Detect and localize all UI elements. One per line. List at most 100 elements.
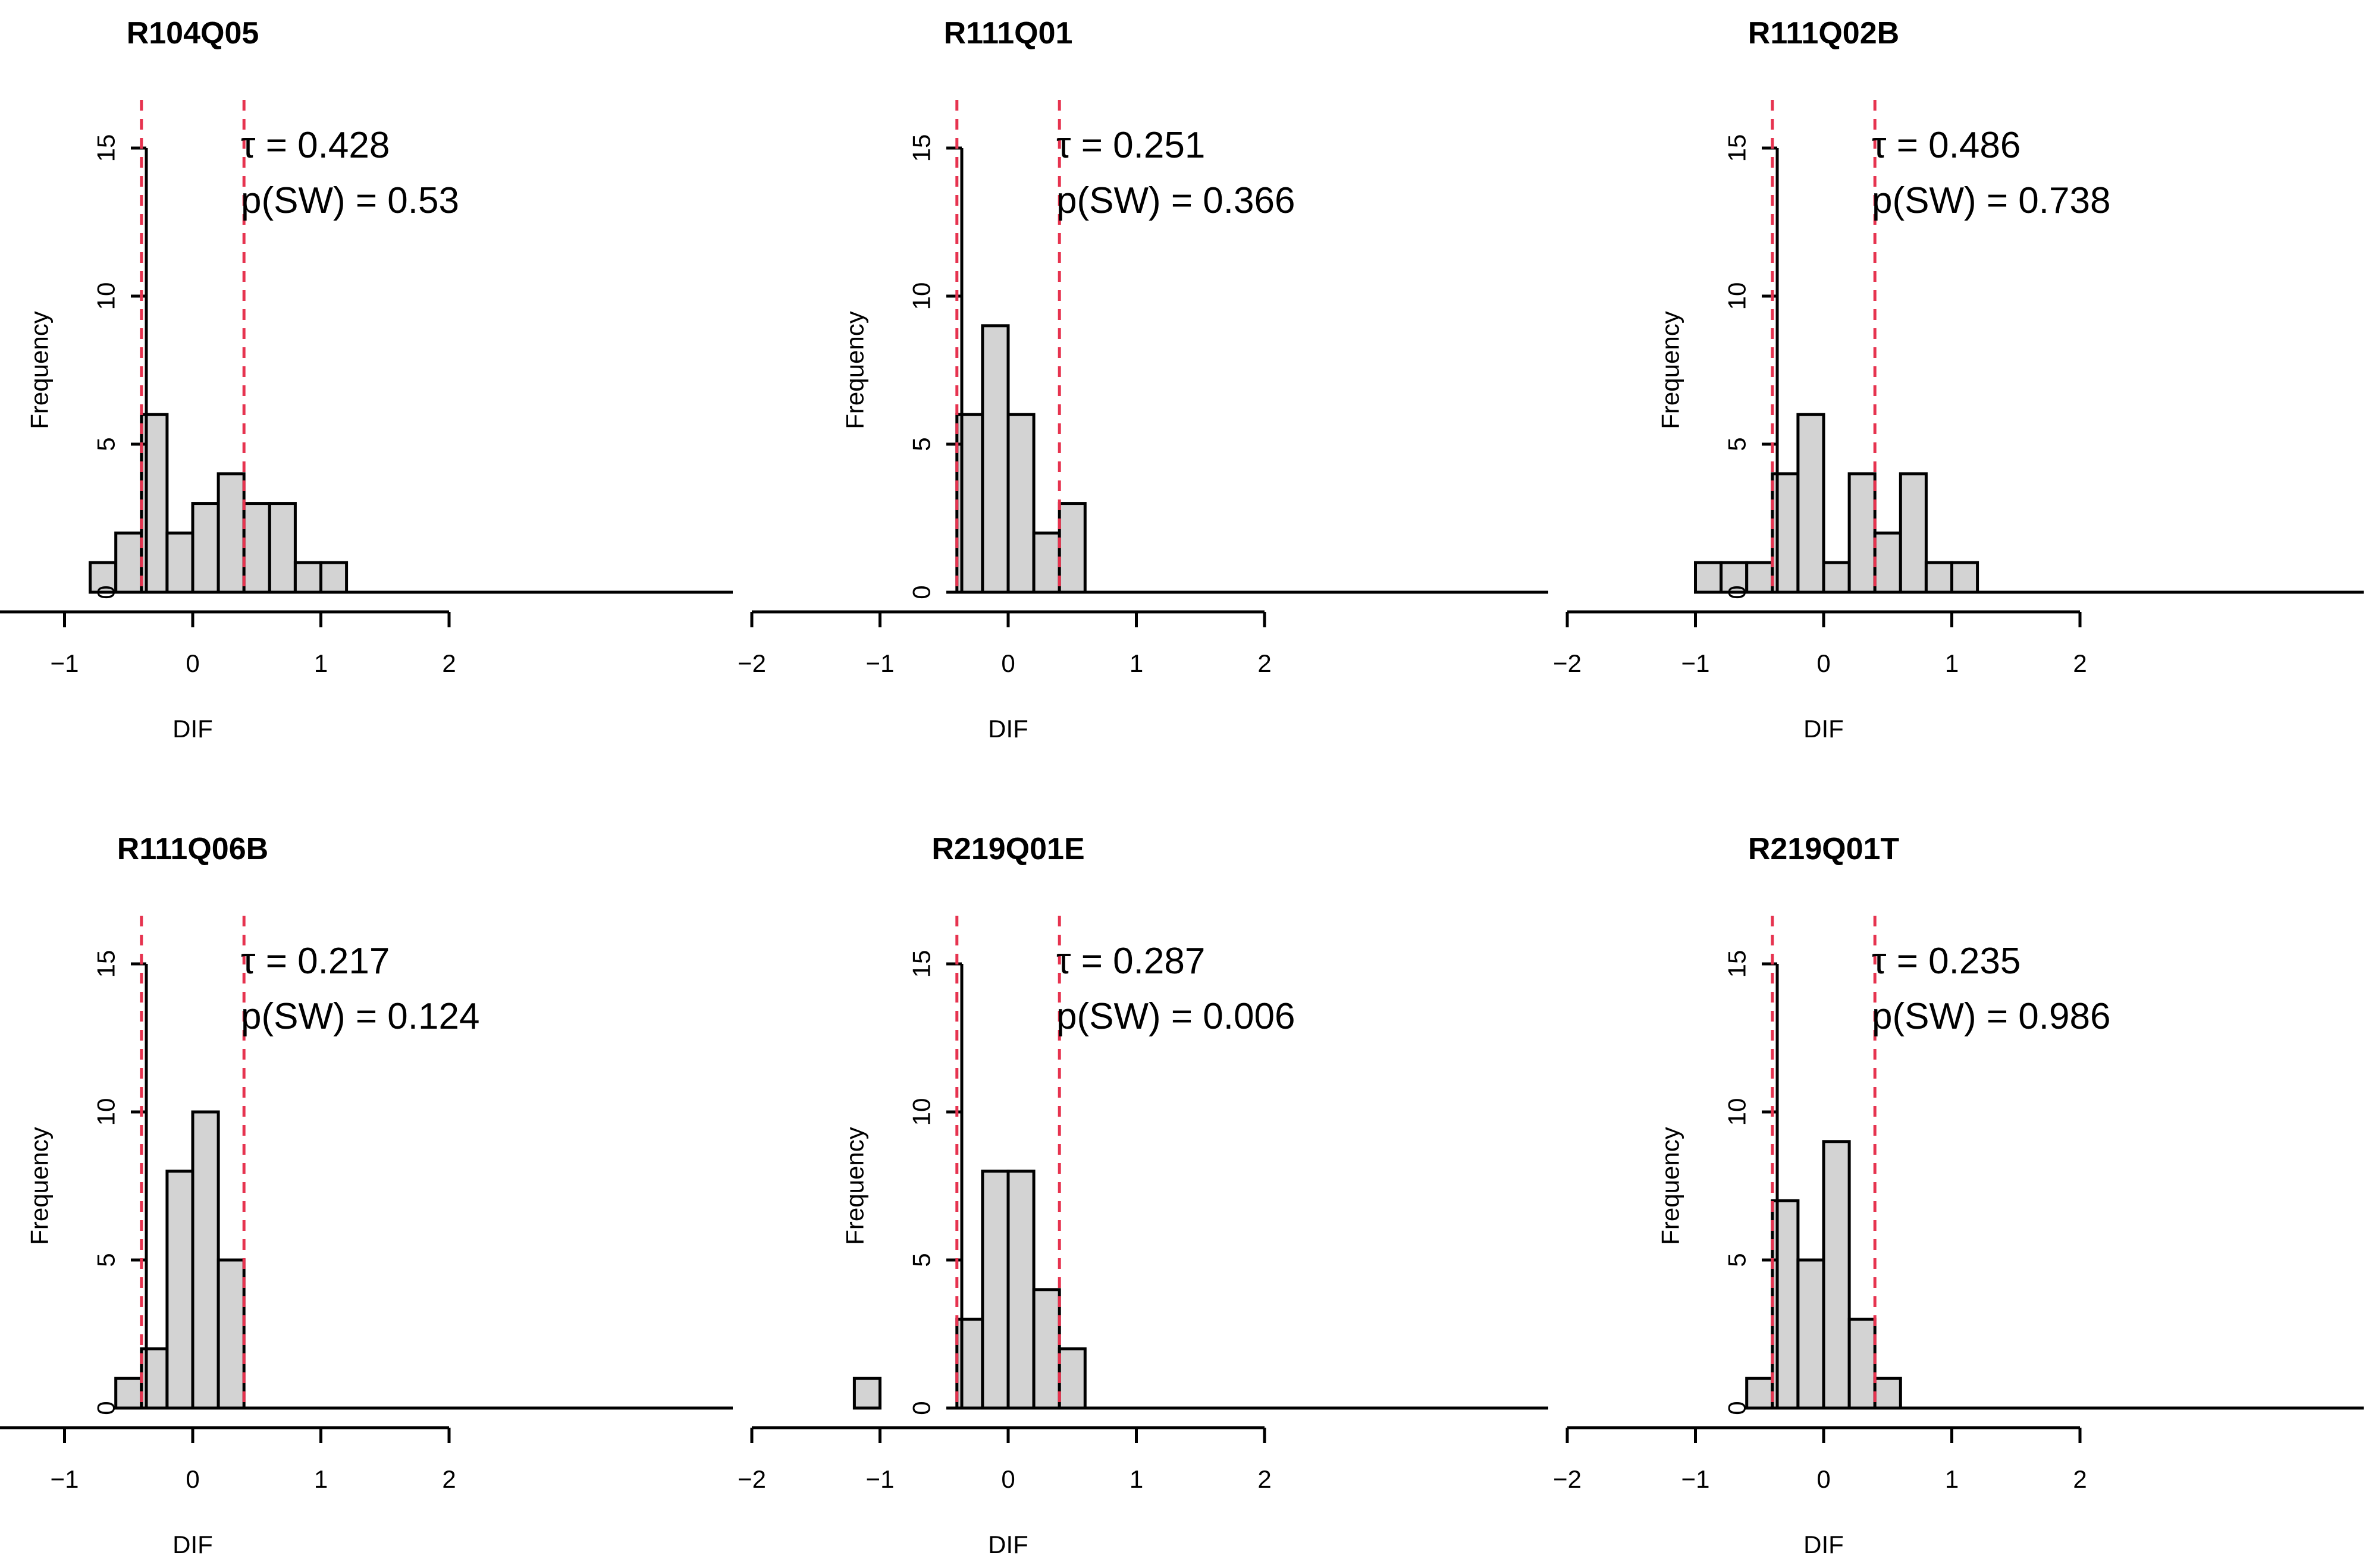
histogram-panel-r111q01: R111Q01 −2 −1 0 1 2 DIF 0 5 10 15 Frequency τ = 0.25… — [738, 16, 1548, 743]
y-axis: 0 5 10 15 — [1723, 134, 1779, 599]
x-axis: −2 −1 0 1 2 — [738, 1426, 1272, 1493]
y-axis-label: Frequency — [26, 1127, 54, 1245]
y-axis-label: Frequency — [841, 1127, 869, 1245]
chart-title: R111Q01 — [944, 16, 1073, 51]
y-tick-label: 5 — [92, 437, 120, 451]
histogram-bar — [165, 531, 194, 594]
y-tick-label: 0 — [908, 1401, 936, 1415]
x-tick-label: 1 — [314, 649, 328, 677]
x-tick-label: 2 — [442, 649, 456, 677]
x-tick-label: 2 — [1257, 649, 1271, 677]
y-axis: 0 5 10 15 — [92, 134, 148, 599]
y-tick-label: 15 — [908, 950, 936, 978]
histogram-bar — [1694, 561, 1723, 594]
y-tick-label: 10 — [908, 282, 936, 310]
y-tick-label: 10 — [1723, 282, 1751, 310]
histogram-bar — [1847, 472, 1877, 594]
histogram-bar — [1058, 1347, 1087, 1410]
y-tick-label: 10 — [92, 282, 120, 310]
p-sw-annotation: p(SW) = 0.738 — [1872, 180, 2110, 221]
histogram-bar — [1873, 531, 1902, 594]
histogram-panel-r111q02b: R111Q02B −2 −1 0 1 2 DIF 0 5 10 15 Frequency τ = 0.4… — [1553, 16, 2364, 743]
x-tick-label: 1 — [1945, 649, 1959, 677]
histogram-bar — [1924, 561, 1953, 594]
tau-annotation: τ = 0.217 — [241, 941, 390, 982]
x-tick-label: −2 — [738, 1465, 766, 1493]
histogram-bar — [1950, 561, 1979, 594]
histogram-bar — [981, 324, 1010, 594]
x-tick-label: −1 — [866, 649, 895, 677]
x-tick-label: 2 — [442, 1465, 456, 1493]
histogram-bar — [1796, 413, 1825, 594]
y-tick-label: 5 — [1723, 1253, 1751, 1267]
histogram-bar — [1745, 561, 1774, 594]
p-sw-annotation: p(SW) = 0.53 — [241, 180, 459, 221]
x-axis-label: DIF — [1803, 715, 1844, 743]
y-tick-label: 5 — [92, 1253, 120, 1267]
histogram-panel-r219q01t: R219Q01T −2 −1 0 1 2 DIF 0 5 10 15 Frequency τ = 0.2… — [1553, 832, 2364, 1558]
x-axis-label: DIF — [1803, 1531, 1844, 1558]
tau-annotation: τ = 0.287 — [1056, 941, 1205, 982]
y-tick-label: 0 — [908, 585, 936, 599]
x-tick-label: −1 — [866, 1465, 895, 1493]
histogram-bar — [1873, 1377, 1902, 1410]
y-axis: 0 5 10 15 — [908, 950, 964, 1415]
histogram-bar — [1006, 1170, 1036, 1410]
x-tick-label: 2 — [2073, 1465, 2087, 1493]
y-tick-label: 0 — [92, 1401, 120, 1415]
y-tick-label: 5 — [908, 437, 936, 451]
x-tick-label: −2 — [1553, 649, 1582, 677]
x-tick-label: −1 — [1681, 649, 1710, 677]
y-tick-label: 0 — [92, 585, 120, 599]
histogram-bar — [268, 502, 297, 594]
histogram-bar — [293, 561, 322, 594]
y-axis: 0 5 10 15 — [1723, 950, 1779, 1415]
histogram-bar — [1822, 1140, 1851, 1410]
y-tick-label: 5 — [1723, 437, 1751, 451]
histogram-bar — [1822, 561, 1851, 594]
y-tick-label: 15 — [1723, 950, 1751, 978]
histogram-bar — [191, 1110, 220, 1410]
x-tick-label: 0 — [1816, 1465, 1830, 1493]
x-tick-label: 0 — [1001, 649, 1015, 677]
histogram-bar — [1058, 502, 1087, 594]
x-tick-label: 2 — [1257, 1465, 1271, 1493]
histogram-bar — [1847, 1318, 1877, 1410]
histogram-bar — [1032, 1288, 1061, 1410]
x-tick-label: 0 — [186, 649, 199, 677]
y-tick-label: 15 — [92, 950, 120, 978]
y-tick-label: 0 — [1723, 1401, 1751, 1415]
histogram-bar — [1006, 413, 1036, 594]
x-tick-label: 0 — [1001, 1465, 1015, 1493]
x-tick-label: 0 — [186, 1465, 199, 1493]
x-axis-label: DIF — [988, 1531, 1028, 1558]
y-tick-label: 10 — [92, 1098, 120, 1126]
chart-title: R104Q05 — [127, 16, 259, 51]
chart-title: R219Q01T — [1748, 832, 1900, 866]
tau-annotation: τ = 0.235 — [1872, 941, 2021, 982]
p-sw-annotation: p(SW) = 0.366 — [1056, 180, 1295, 221]
chart-title: R219Q01E — [931, 832, 1084, 866]
y-tick-label: 15 — [92, 134, 120, 162]
histogram-bar — [1032, 531, 1061, 594]
y-axis-label: Frequency — [841, 311, 869, 429]
histogram-bar — [217, 1258, 246, 1410]
histogram-bar — [165, 1170, 194, 1410]
x-tick-label: 1 — [1130, 1465, 1143, 1493]
y-axis-label: Frequency — [1656, 1127, 1684, 1245]
y-axis-label: Frequency — [26, 311, 54, 429]
histogram-bar — [319, 561, 349, 594]
x-axis-label: DIF — [988, 715, 1028, 743]
y-axis: 0 5 10 15 — [92, 950, 148, 1415]
p-sw-annotation: p(SW) = 0.124 — [241, 996, 479, 1037]
y-axis-label: Frequency — [1656, 311, 1684, 429]
histogram-bar — [114, 531, 143, 594]
x-tick-label: 1 — [314, 1465, 328, 1493]
